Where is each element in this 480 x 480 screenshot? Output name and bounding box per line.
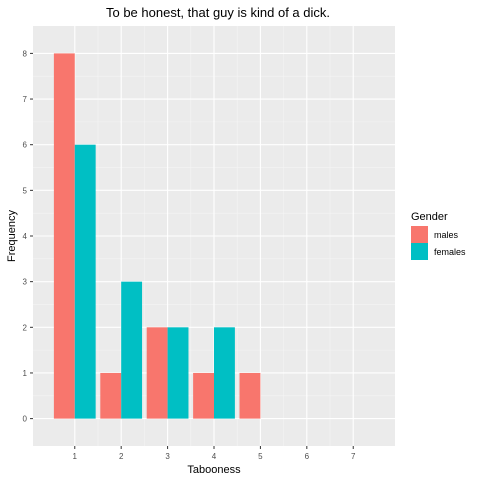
x-tick-label: 3 <box>165 452 170 461</box>
x-tick-label: 1 <box>73 452 78 461</box>
bar-males <box>146 327 168 419</box>
bar-males <box>193 372 214 419</box>
legend-title: Gender <box>411 211 448 223</box>
legend-label: females <box>434 247 466 257</box>
y-axis-ticks: 0 1 2 3 4 5 6 7 8 <box>23 49 33 424</box>
x-tick-label: 4 <box>212 452 217 461</box>
y-axis-title: Frequency <box>6 210 18 262</box>
y-tick-label: 7 <box>23 95 28 104</box>
y-tick-label: 1 <box>23 369 28 378</box>
y-tick-label: 5 <box>23 186 28 195</box>
legend-key-males <box>411 226 428 243</box>
bar-females <box>121 281 143 419</box>
x-tick-label: 2 <box>119 452 124 461</box>
legend: Gender males females <box>411 211 466 260</box>
y-tick-label: 3 <box>23 278 28 287</box>
legend-key-females <box>411 243 428 260</box>
y-tick-label: 8 <box>23 49 28 58</box>
x-axis-ticks: 1 2 3 4 5 6 7 <box>73 446 356 461</box>
x-tick-label: 7 <box>351 452 356 461</box>
y-tick-label: 0 <box>23 415 28 424</box>
x-axis-title: Tabooness <box>187 464 241 476</box>
bars <box>53 53 261 419</box>
legend-label: males <box>434 230 459 240</box>
bar-males <box>239 372 261 419</box>
bar-males <box>53 53 75 419</box>
bar-females <box>74 144 96 419</box>
bar-females <box>214 327 235 419</box>
x-tick-label: 5 <box>258 452 263 461</box>
chart-title: To be honest, that guy is kind of a dick… <box>106 5 330 20</box>
x-tick-label: 6 <box>305 452 310 461</box>
y-tick-label: 6 <box>23 141 28 150</box>
y-tick-label: 2 <box>23 323 28 332</box>
bar-females <box>167 327 189 419</box>
bar-males <box>100 372 122 419</box>
y-tick-label: 4 <box>23 232 28 241</box>
